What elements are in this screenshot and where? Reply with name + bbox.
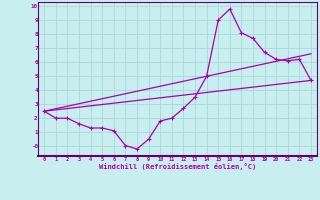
X-axis label: Windchill (Refroidissement éolien,°C): Windchill (Refroidissement éolien,°C) xyxy=(99,163,256,170)
